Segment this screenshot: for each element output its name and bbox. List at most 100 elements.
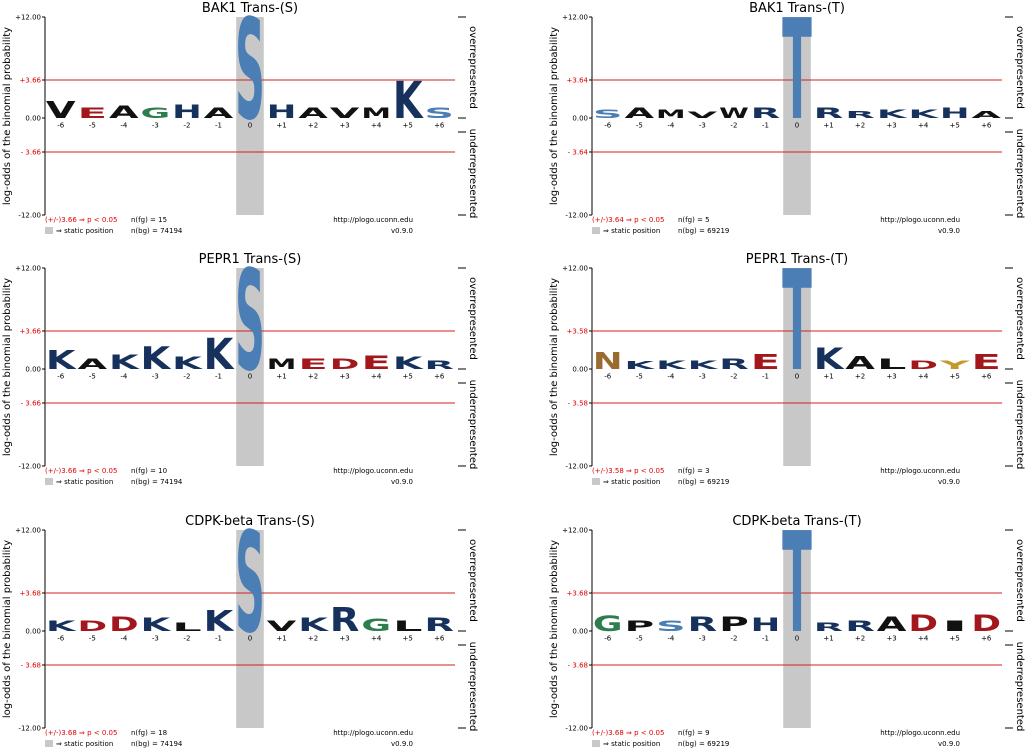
chart-title: CDPK-beta Trans-(S) (185, 514, 315, 529)
position-label: +4 (918, 373, 929, 381)
residue-letter: A (204, 106, 234, 122)
residue-letter: S (235, 241, 265, 402)
residue-letter: D (77, 619, 107, 635)
residue-letter: K (46, 346, 77, 376)
position-label: +1 (276, 373, 286, 381)
version: v0.9.0 (391, 478, 413, 486)
y-tick-label: - 3.68 (21, 662, 41, 670)
position-label: +6 (434, 373, 445, 381)
position-label: -6 (604, 635, 612, 643)
position-label: -3 (152, 635, 159, 643)
residue-letter: K (393, 71, 424, 131)
position-label: -3 (152, 373, 159, 381)
residue-letter: M (656, 107, 686, 121)
position-label: +6 (981, 122, 992, 130)
residue-letter: G (361, 615, 391, 635)
residue-letter: D (971, 611, 1001, 637)
position-label: -4 (120, 373, 128, 381)
under-label: underrepresented (467, 642, 478, 732)
residue-letter: E (751, 350, 781, 374)
position-label: +3 (339, 122, 349, 130)
residue-letter: R (845, 110, 876, 121)
static-column (783, 268, 811, 466)
residue-letter: L (172, 620, 202, 634)
chart-title: BAK1 Trans-(S) (202, 1, 298, 16)
static-column (783, 530, 811, 728)
position-label: -1 (215, 373, 222, 381)
y-tick-label: +3.64 (567, 77, 589, 85)
y-tick-label: 0.00 (25, 115, 41, 123)
position-label: +1 (276, 122, 286, 130)
position-label: +5 (950, 373, 960, 381)
under-label: underrepresented (1014, 642, 1025, 732)
y-axis-label: log-odds of the binomial probability (2, 540, 13, 718)
n-bg: n(bg) = 69219 (678, 227, 729, 235)
y-tick-label: -12.00 (18, 463, 41, 471)
over-label: overrepresented (467, 539, 478, 622)
y-tick-label: 0.00 (572, 628, 588, 636)
residue-letter: T (782, 503, 812, 664)
position-label: +6 (434, 122, 445, 130)
static-note: ⇒ static position (56, 227, 113, 235)
y-tick-label: 0.00 (572, 366, 588, 374)
residue-letter: K (688, 358, 721, 372)
position-label: +3 (339, 373, 349, 381)
static-note: ⇒ static position (603, 740, 660, 748)
position-label: +2 (855, 373, 865, 381)
residue-letter: N (593, 348, 623, 375)
chart-title: CDPK-beta Trans-(T) (732, 514, 861, 529)
position-label: -4 (667, 122, 675, 130)
over-label: overrepresented (467, 277, 478, 360)
y-tick-label: +3.66 (20, 328, 42, 336)
position-label: -4 (120, 122, 128, 130)
y-tick-label: +3.66 (20, 77, 42, 85)
position-label: +5 (950, 635, 960, 643)
residue-letter: R (845, 619, 875, 635)
residue-letter: H (751, 615, 781, 636)
residue-letter: H (267, 102, 297, 123)
position-label: -1 (215, 635, 222, 643)
position-label: -5 (636, 122, 643, 130)
residue-letter: R (424, 615, 454, 636)
y-tick-label: -12.00 (18, 212, 41, 220)
residue-letter: T (782, 241, 812, 402)
chart-title: BAK1 Trans-(T) (749, 1, 845, 16)
residue-letter: A (624, 106, 654, 122)
residue-letter: P (624, 619, 654, 635)
version: v0.9.0 (938, 478, 960, 486)
residue-letter: S (235, 503, 265, 664)
position-label: 0 (795, 122, 799, 130)
y-tick-label: +12.00 (562, 265, 588, 273)
position-label: -3 (699, 373, 706, 381)
logo-panel: CDPK-beta Trans-(S) +12.00 +3.68 0.00 - 3.68… (2, 503, 478, 748)
static-column (783, 17, 811, 215)
static-column (236, 268, 264, 466)
residue-letter: K (393, 354, 424, 374)
chart-title: PEPR1 Trans-(T) (746, 252, 848, 267)
under-label: underrepresented (467, 129, 478, 219)
position-label: -6 (604, 122, 612, 130)
residue-letter: L (393, 619, 423, 635)
url: http://plogo.uconn.edu (333, 729, 413, 737)
position-label: -2 (183, 373, 190, 381)
residue-letter: R (330, 601, 360, 639)
residue-letter: K (109, 351, 142, 374)
residue-letter: S (593, 107, 623, 121)
residue-letter: D (109, 613, 139, 636)
residue-letter: W (719, 106, 749, 122)
position-label: -1 (762, 635, 769, 643)
residue-letter: E (361, 353, 391, 374)
n-bg: n(bg) = 74194 (131, 478, 183, 486)
n-fg: n(fg) = 5 (678, 216, 710, 224)
y-tick-label: - 3.66 (21, 149, 42, 157)
position-label: -5 (636, 373, 643, 381)
y-axis-label: log-odds of the binomial probability (2, 278, 13, 456)
position-label: +6 (981, 373, 992, 381)
y-tick-label: 0.00 (25, 628, 41, 636)
threshold-note: (+/-)3.66 ⇒ p < 0.05 (45, 467, 117, 475)
position-label: +1 (823, 122, 833, 130)
n-bg: n(bg) = 74194 (131, 740, 183, 748)
residue-letter: A (877, 613, 908, 636)
position-label: -2 (183, 122, 190, 130)
position-label: -6 (604, 373, 612, 381)
